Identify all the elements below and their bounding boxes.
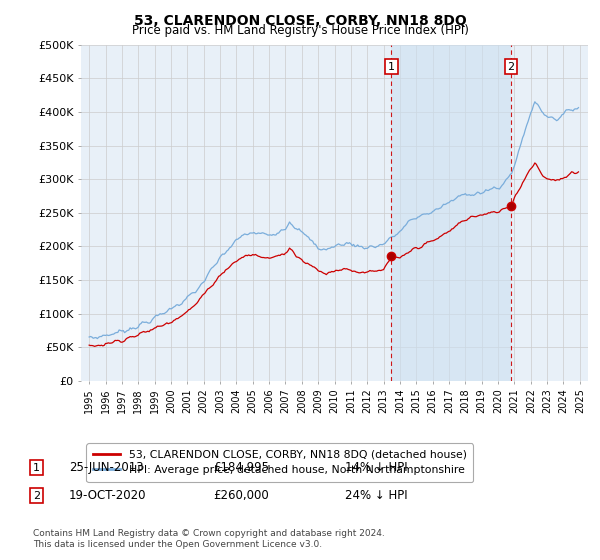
Text: 1: 1 [33,463,40,473]
Text: 53, CLARENDON CLOSE, CORBY, NN18 8DQ: 53, CLARENDON CLOSE, CORBY, NN18 8DQ [134,14,466,28]
Text: 19-OCT-2020: 19-OCT-2020 [69,489,146,502]
Text: 1: 1 [388,62,395,72]
Text: 14% ↓ HPI: 14% ↓ HPI [345,461,407,474]
Text: Price paid vs. HM Land Registry's House Price Index (HPI): Price paid vs. HM Land Registry's House … [131,24,469,37]
Text: £260,000: £260,000 [213,489,269,502]
Text: £184,995: £184,995 [213,461,269,474]
Legend: 53, CLARENDON CLOSE, CORBY, NN18 8DQ (detached house), HPI: Average price, detac: 53, CLARENDON CLOSE, CORBY, NN18 8DQ (de… [86,444,473,482]
Text: Contains HM Land Registry data © Crown copyright and database right 2024.
This d: Contains HM Land Registry data © Crown c… [33,529,385,549]
Text: 2: 2 [508,62,515,72]
Text: 25-JUN-2013: 25-JUN-2013 [69,461,143,474]
Text: 24% ↓ HPI: 24% ↓ HPI [345,489,407,502]
Text: 2: 2 [33,491,40,501]
Bar [391,45,511,381]
